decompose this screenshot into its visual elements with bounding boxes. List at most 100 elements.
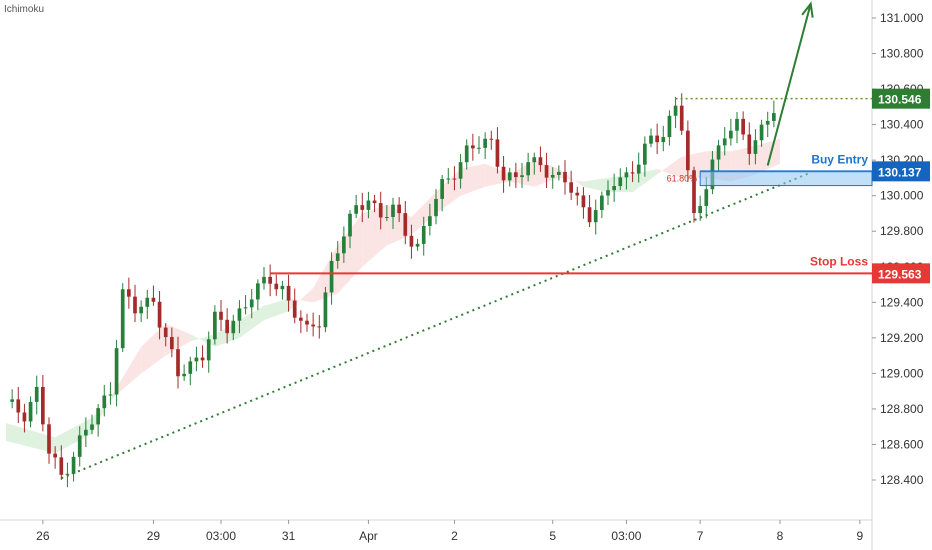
ichimoku-cloud-segment xyxy=(362,204,387,267)
candle-body xyxy=(483,138,487,148)
candle-body xyxy=(612,186,616,191)
candle-body xyxy=(311,324,315,327)
time-tick-label: 03:00 xyxy=(611,529,641,543)
candle-body xyxy=(544,165,549,178)
candle-body xyxy=(372,200,377,204)
time-tick-label: 9 xyxy=(857,529,864,543)
candle-body xyxy=(243,307,248,309)
price-tick-label: 130.400 xyxy=(880,118,924,132)
candle-body xyxy=(10,399,14,402)
candle-body xyxy=(391,204,395,218)
candle-body xyxy=(292,300,297,318)
ichimoku-cloud-segment xyxy=(116,346,142,395)
candle-body xyxy=(22,412,27,422)
candle-body xyxy=(452,178,457,180)
ichimoku-cloud-segment xyxy=(6,423,56,454)
projection-arrow-shaft xyxy=(766,3,812,166)
candle-body xyxy=(28,401,33,422)
candle-body xyxy=(514,172,518,178)
candle-body xyxy=(655,135,659,143)
candle-body xyxy=(643,143,647,165)
candle-body xyxy=(649,135,653,144)
candle-body xyxy=(489,138,494,140)
candle-body xyxy=(735,118,739,131)
candle-body xyxy=(323,292,328,328)
candle-body xyxy=(34,386,39,402)
stop-loss-title: Stop Loss xyxy=(810,254,868,268)
price-tick-label: 131.000 xyxy=(880,11,924,25)
stop-loss-badge xyxy=(872,263,930,284)
candle-body xyxy=(661,137,666,143)
candle-body xyxy=(569,182,573,193)
candle-body xyxy=(213,311,217,340)
candle-body xyxy=(507,172,512,181)
fib-level-label: 61.80% xyxy=(667,173,698,183)
candle-body xyxy=(765,120,770,125)
candle-body xyxy=(102,395,107,409)
candle-body xyxy=(495,139,500,167)
candle-body xyxy=(704,189,709,206)
candle-body xyxy=(120,289,125,349)
ichimoku-cloud-segment xyxy=(755,138,780,175)
candle-body xyxy=(471,145,475,149)
candle-body xyxy=(176,349,180,377)
price-tick-label: 129.200 xyxy=(880,331,924,345)
candle-body xyxy=(280,285,285,290)
candle-body xyxy=(354,205,358,214)
candle-body xyxy=(581,195,586,208)
candle-body xyxy=(630,172,635,174)
ichimoku-cloud-segment xyxy=(141,323,166,374)
candle-body xyxy=(587,207,592,223)
candle-body xyxy=(458,162,463,179)
buy-entry-zone xyxy=(699,170,873,187)
candle-body xyxy=(686,130,690,171)
candle-body xyxy=(200,357,205,361)
time-tick-label: 2 xyxy=(451,529,458,543)
candle-body xyxy=(360,205,365,210)
price-tick-label: 128.400 xyxy=(880,473,924,487)
ichimoku-cloud-segment xyxy=(460,163,486,196)
candle-body xyxy=(151,297,156,302)
buy-entry-badge xyxy=(872,161,930,182)
candle-body xyxy=(256,283,260,300)
candle-body xyxy=(274,283,279,290)
candle-body xyxy=(188,361,193,374)
candle-body xyxy=(385,217,389,219)
resistance-badge xyxy=(872,88,930,109)
candle-body xyxy=(747,134,752,154)
candle-body xyxy=(157,301,162,328)
candle-body xyxy=(679,105,684,131)
candle-body xyxy=(550,174,555,178)
candle-body xyxy=(446,178,451,180)
candle-body xyxy=(636,164,641,174)
candle-body xyxy=(667,115,672,138)
candle-body xyxy=(237,308,242,321)
candle-body xyxy=(348,213,352,237)
candle-body xyxy=(170,337,174,350)
candle-body xyxy=(53,453,57,458)
time-tick-label: 29 xyxy=(147,529,161,543)
candle-body xyxy=(163,327,168,338)
candle-body xyxy=(673,105,678,116)
candle-body xyxy=(108,394,113,396)
candle-body xyxy=(624,172,629,178)
candle-body xyxy=(225,319,229,334)
time-tick-label: 03:00 xyxy=(206,529,236,543)
candle-body xyxy=(716,145,721,160)
candle-body xyxy=(415,243,420,247)
candle-body xyxy=(65,473,70,475)
candle-body xyxy=(268,276,272,284)
candle-body xyxy=(434,198,438,217)
candle-body xyxy=(249,299,254,308)
candle-body xyxy=(538,157,543,166)
candle-body xyxy=(305,320,309,325)
candle-body xyxy=(127,289,131,297)
time-tick-label: 8 xyxy=(777,529,784,543)
candle-body xyxy=(206,339,211,361)
candle-body xyxy=(698,205,702,214)
candle-body xyxy=(77,435,82,457)
time-tick-label: Apr xyxy=(359,529,378,543)
ichimoku-cloud-segment xyxy=(55,417,92,454)
price-tick-label: 129.400 xyxy=(880,295,924,309)
